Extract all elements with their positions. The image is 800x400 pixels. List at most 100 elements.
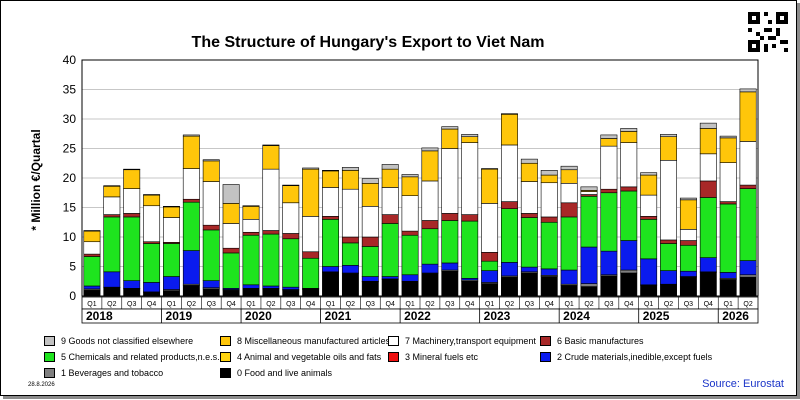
bar-segment: [302, 289, 320, 297]
legend-item: 6 Basic manufactures: [540, 336, 644, 346]
bar-segment: [302, 257, 320, 289]
x-tick-label: Q1: [405, 301, 414, 308]
bar-segment: [679, 276, 697, 297]
bar-segment: [322, 272, 339, 297]
bar-segment: [699, 180, 717, 198]
bar-segment: [540, 170, 558, 176]
bar-segment: [580, 191, 598, 195]
bar-segment: [520, 266, 538, 273]
x-tick-label: Q1: [485, 301, 494, 308]
legend-swatch: [44, 352, 55, 362]
bar-segment: [441, 128, 459, 149]
bar-segment: [341, 170, 359, 190]
bar-segment: [262, 288, 280, 297]
bar-segment: [540, 174, 558, 184]
bar-segment: [242, 206, 260, 220]
x-tick-label: Q3: [286, 301, 295, 308]
bar-segment: [262, 144, 280, 146]
x-tick-label: Q2: [664, 301, 673, 308]
bar-segment: [282, 289, 300, 297]
bar-segment: [620, 272, 638, 297]
bar-segment: [679, 240, 697, 246]
bar-segment: [501, 144, 518, 202]
bar-segment: [341, 273, 359, 297]
bar-segment: [441, 270, 459, 297]
bar-segment: [600, 134, 618, 139]
bar-segment: [660, 239, 677, 244]
bar-segment: [441, 220, 459, 264]
year-row: [81, 308, 759, 324]
bar-segment: [501, 201, 518, 209]
bar-segment: [580, 286, 598, 297]
bar-segment: [699, 197, 717, 258]
bar-segment: [481, 168, 499, 170]
bar-segment: [341, 242, 359, 266]
bar-segment: [540, 276, 558, 297]
legend-swatch: [540, 352, 551, 362]
x-tick-label: Q2: [107, 301, 116, 308]
bar-segment: [123, 288, 141, 297]
bar-segment: [461, 214, 479, 222]
bar-segment: [739, 276, 757, 297]
bar-segment: [262, 145, 280, 170]
bar-segment: [202, 288, 220, 297]
bar-segment: [222, 289, 240, 297]
year-label: 2021: [325, 309, 352, 323]
bar-segment: [341, 167, 359, 171]
bar-segment: [679, 244, 697, 272]
x-tick-label: Q1: [644, 301, 653, 308]
bar-segment: [341, 236, 359, 244]
bar-segment: [739, 91, 757, 142]
bar-segment: [501, 276, 518, 297]
bar-segment: [520, 181, 538, 214]
bar-segment: [202, 229, 220, 281]
year-label: 2024: [563, 309, 590, 323]
bar-segment: [421, 228, 439, 265]
x-tick-label: Q4: [306, 301, 315, 308]
source-label: Source: Eurostat: [702, 378, 784, 390]
bar-segment: [580, 283, 598, 287]
y-tick-label: 25: [63, 142, 77, 156]
legend-label: 2 Crude materials,inedible,except fuels: [557, 352, 713, 362]
x-tick-label: Q3: [604, 301, 613, 308]
bar-segment: [501, 208, 518, 263]
bar-segment: [540, 182, 558, 218]
bar-segment: [361, 183, 379, 207]
bar-segment: [620, 128, 638, 132]
bar-segment: [401, 176, 419, 197]
bar-segment: [501, 262, 518, 277]
bar-segment: [123, 168, 141, 171]
bar-segment: [401, 174, 419, 178]
bar-segment: [739, 188, 757, 261]
legend-item: 0 Food and live animals: [220, 368, 332, 378]
bar-segment: [202, 159, 220, 162]
bar-segment: [282, 233, 300, 240]
bar-segment: [83, 253, 101, 257]
bar-segment: [381, 279, 399, 297]
bar-segment: [620, 269, 638, 274]
bar-segment: [83, 230, 101, 243]
bar-segment: [182, 135, 200, 169]
bar-segment: [222, 184, 240, 204]
bar-segment: [322, 216, 339, 220]
x-tick-label: Q2: [266, 301, 275, 308]
bar-segment: [222, 203, 240, 224]
bar-segment: [640, 172, 658, 176]
x-tick-label: Q2: [187, 301, 196, 308]
legend-label: 6 Basic manufactures: [557, 336, 644, 346]
bar-segment: [143, 243, 161, 283]
bar-segment: [481, 260, 499, 271]
legend-item: 1 Beverages and tobacco: [44, 368, 163, 378]
bar-segment: [381, 223, 399, 277]
bar-segment: [282, 185, 300, 204]
x-tick-label: Q2: [584, 301, 593, 308]
x-tick-label: Q4: [545, 301, 554, 308]
bar-segment: [540, 216, 558, 223]
bar-segment: [580, 186, 598, 191]
bar-segment: [341, 188, 359, 238]
bar-segment: [660, 160, 677, 241]
x-tick-label: Q4: [386, 301, 395, 308]
bar-segment: [461, 142, 479, 215]
bar-segment: [421, 150, 439, 182]
bar-segment: [341, 265, 359, 274]
